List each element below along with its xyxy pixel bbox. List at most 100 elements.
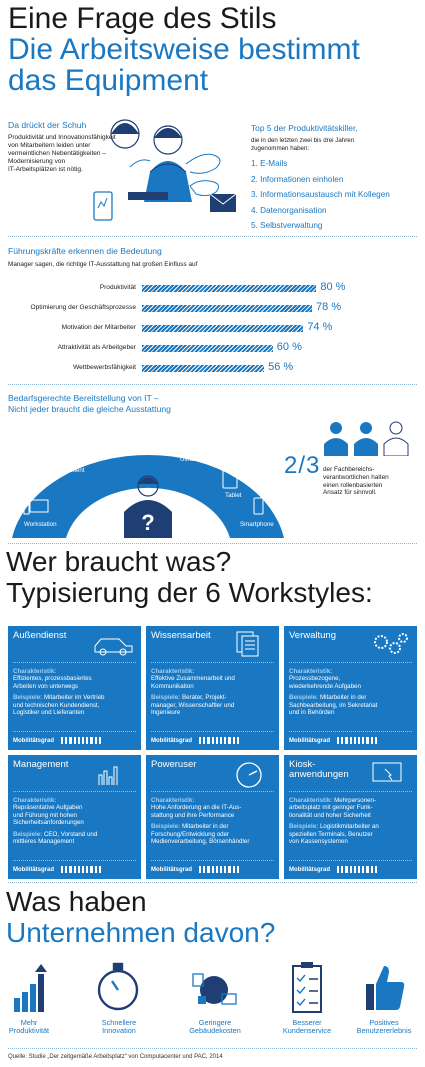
char-line: arbeitsplatz mit geringer Funk-: [289, 804, 373, 812]
benefit-label: Positives Benutzererlebnis: [344, 1018, 424, 1036]
benefit-label-line: Innovation: [102, 1026, 136, 1036]
mobility-dot: [215, 737, 218, 744]
ex-line: und in Behörden: [289, 709, 335, 717]
gears-icon: [374, 633, 408, 654]
mobility-dot: [215, 866, 218, 873]
bar-chart-icon: [98, 766, 118, 785]
fraction-text-line: Ansatz für sinnvoll.: [323, 489, 377, 497]
fraction-text-line: einen rollenbasierten: [323, 481, 383, 489]
people-icons: [324, 421, 409, 456]
bar: [142, 305, 313, 312]
ex-line: Mitarbeiter in der: [180, 823, 229, 831]
mobility-dot: [211, 737, 214, 744]
mobility-dot: [357, 866, 361, 873]
card-title: Wissensarbeit: [151, 631, 211, 641]
card-char: Charakteristik: Effizientes, prozessbasie…: [13, 668, 137, 690]
mobility-dot: [219, 737, 223, 744]
card-title: Kiosk-anwendungen: [289, 760, 349, 780]
bar: [142, 365, 265, 372]
benefit-label-line: Gebäudekosten: [189, 1026, 241, 1036]
mobility-label: Mobilitätsgrad: [13, 867, 55, 873]
mobility-dot: [81, 866, 85, 873]
mobility-dot: [86, 737, 89, 744]
documents-icon: [236, 631, 259, 657]
card-divider: [289, 662, 412, 663]
mobility-dot: [232, 866, 235, 873]
card-title-line: Verwaltung: [289, 630, 337, 641]
killer-item: 2. Informationen einholen: [251, 174, 344, 184]
thumbs-up-icon: [366, 966, 405, 1010]
mobility-dot: [81, 737, 85, 744]
mobility-label: Mobilitätsgrad: [289, 867, 331, 873]
mobility-dot: [236, 737, 239, 744]
char-line: Sicherheitsanforderungen: [13, 819, 84, 827]
char-label: Charakteristik:: [13, 668, 57, 675]
bar-value-label: 74 %: [307, 321, 333, 333]
touchscreen-icon: [372, 762, 402, 782]
bedarf-title-line: Nicht jeder braucht die gleiche Ausstatt…: [8, 404, 171, 414]
mobility-dot: [224, 737, 227, 744]
mobility-dot: [94, 737, 97, 744]
killers-subtitle: die in den letzten zwei bis drei Jahren …: [251, 137, 354, 152]
card-divider: [289, 791, 412, 792]
ex-line: Medienverarbeitung, Börsenhändler: [151, 838, 250, 846]
card-divider: [13, 791, 136, 792]
benefits-title-line1: Was haben: [6, 886, 147, 917]
card-divider: [289, 731, 412, 732]
char-line: Effektive Zusammenarbeit und: [151, 675, 235, 683]
char-line: Kommunikation: [151, 682, 194, 690]
mobility-dot: [199, 866, 202, 873]
device-label-workstation: Workstation: [24, 521, 57, 528]
mobility-dot: [341, 866, 344, 873]
mobility-dot: [374, 737, 377, 744]
mobility-dot: [73, 737, 76, 744]
bar: [142, 285, 317, 292]
fraction-text-line: verantwortlichen halten: [323, 473, 389, 481]
fraction-text-line: der Fachbereichs-: [323, 466, 375, 473]
mobility-dot: [77, 737, 80, 744]
killer-item: 5. Selbstverwaltung: [251, 221, 323, 231]
card-char: Charakteristik: Repräsentative Aufgaben un…: [13, 797, 137, 827]
card-title-line: anwendungen: [289, 769, 349, 780]
benefit-label: Schnellere Innovation: [79, 1018, 159, 1036]
char-line: und Führung mit hohen: [13, 811, 77, 819]
mobility-meter: [199, 737, 239, 744]
card-title: Verwaltung: [289, 631, 336, 641]
benefit-label-line: Geringere: [198, 1018, 232, 1027]
card-examples: Beispiele: Berater, Projekt-manager, Wis…: [151, 694, 275, 716]
mobility-dot: [98, 866, 101, 873]
char-label: Charakteristik:: [13, 797, 57, 804]
workstyle-card: Poweruser Charakteristik: Hohe Anforderung…: [146, 755, 279, 879]
card-body: Charakteristik: Hohe Anforderung an die I…: [151, 797, 275, 845]
mobility-meter: [61, 866, 101, 873]
mobility-dot: [77, 866, 80, 873]
mobility-dot: [236, 866, 239, 873]
char-line: Hohe Anforderung an die IT-Aus-: [151, 804, 242, 812]
card-title-line: Wissensarbeit: [151, 630, 211, 641]
card-title-line: Poweruser: [151, 759, 197, 770]
card-examples: Beispiele: Mitarbeiter in der Sachbearbei…: [289, 694, 413, 716]
mobility-dot: [337, 866, 340, 873]
benefit-label: Geringere Gebäudekosten: [175, 1018, 255, 1036]
card-body: Charakteristik: Effektive Zusammenarbeit …: [151, 668, 275, 716]
card-body: Charakteristik: Repräsentative Aufgaben un…: [13, 797, 137, 845]
schuh-text: Produktivität und Innovationsfähigkeit v…: [8, 134, 168, 174]
card-examples: Beispiele: Mitarbeiter im Vertrieb und te…: [13, 694, 137, 716]
card-divider: [13, 662, 136, 663]
bar-value-label: 60 %: [276, 341, 302, 353]
card-title: Poweruser: [151, 760, 196, 770]
benefit-label-line: Mehr: [20, 1018, 38, 1027]
mobility-dot: [228, 737, 231, 744]
mobility-dot: [61, 737, 64, 744]
divider: [8, 543, 417, 544]
source-note: Quelle: Studie „Der zeitgemäße Arbeitspl…: [8, 1054, 223, 1060]
card-title-line: Management: [13, 759, 69, 770]
mobility-dot: [203, 866, 206, 873]
card-divider: [151, 860, 274, 861]
bar-chart: Produktivität 80 % Optimierung der Geschäf…: [0, 280, 425, 380]
page-title-line1: Eine Frage des Stils: [8, 2, 277, 35]
char-label: Charakteristik:: [289, 797, 333, 804]
device-label-convertible: Convertible: [135, 442, 167, 449]
bar-category-label: Motivation der Mitarbeiter: [61, 324, 136, 331]
ex-line: von Kassensystemen: [289, 838, 348, 846]
